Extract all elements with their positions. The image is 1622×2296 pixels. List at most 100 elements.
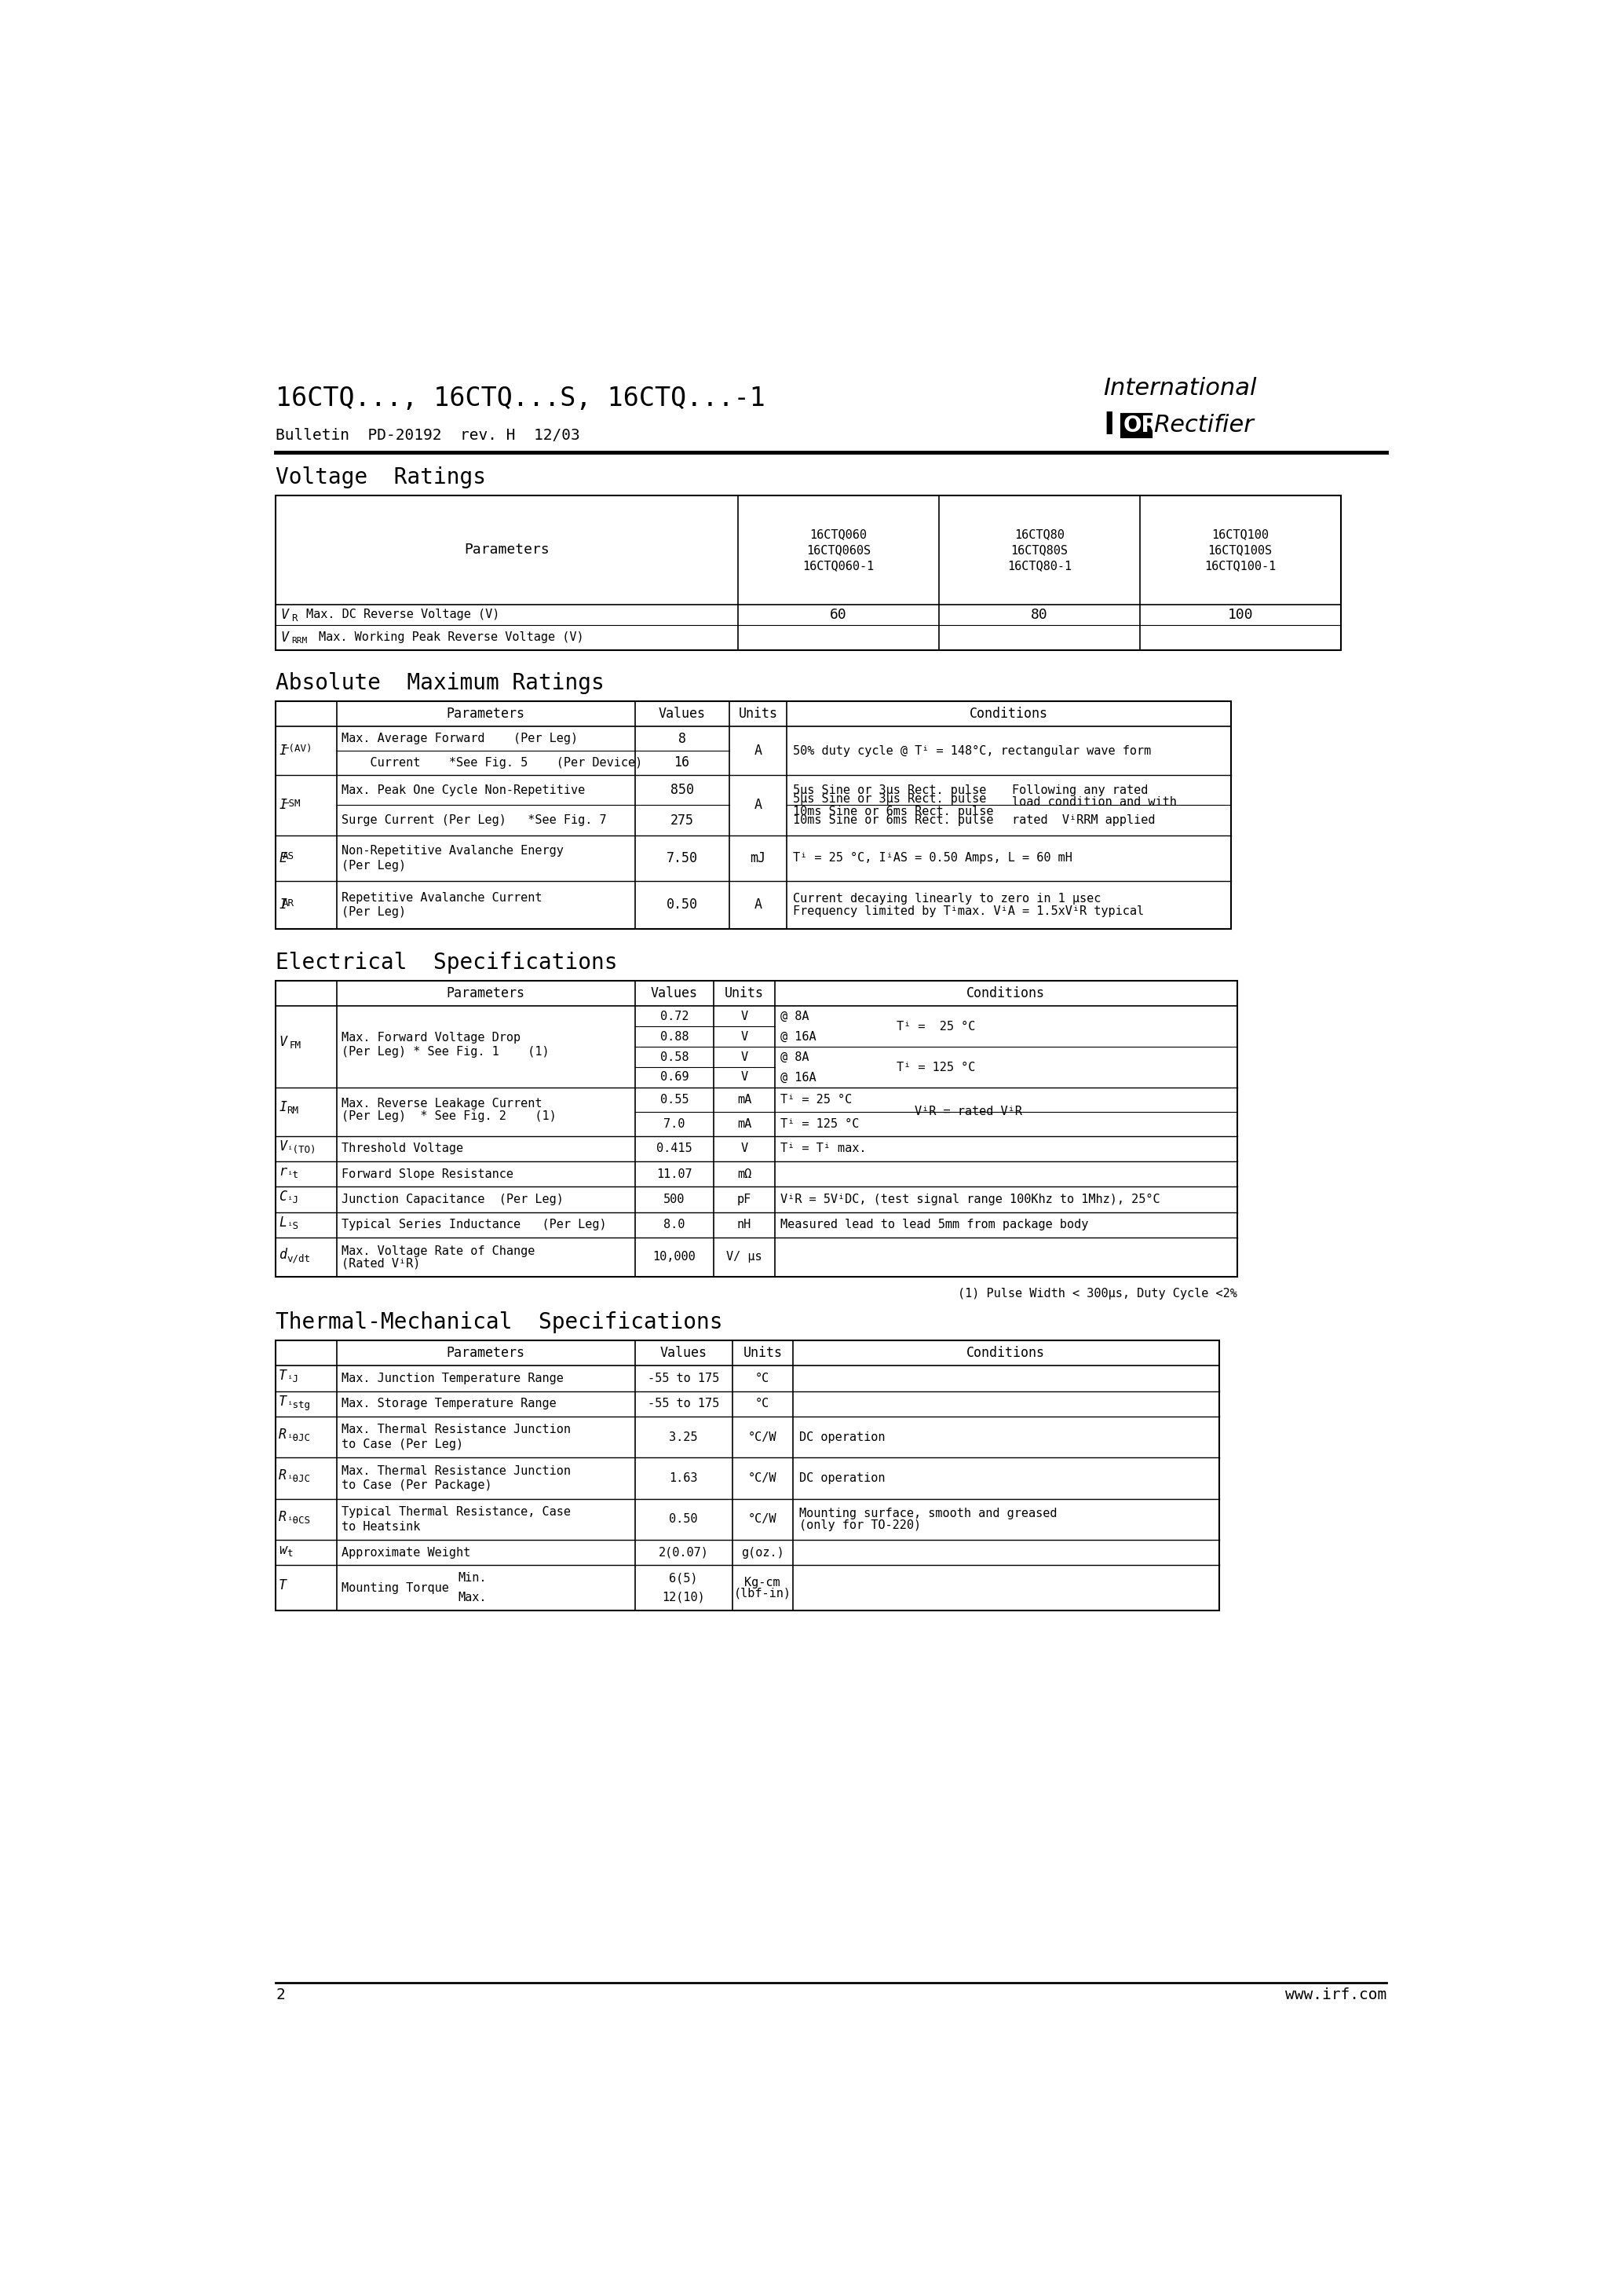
Text: Max. Forward Voltage Drop: Max. Forward Voltage Drop — [342, 1031, 521, 1045]
Text: mA: mA — [736, 1093, 751, 1104]
Bar — [276, 700, 1231, 930]
Text: 0.58: 0.58 — [660, 1052, 689, 1063]
Text: −SM: −SM — [282, 799, 300, 808]
Text: DC operation: DC operation — [800, 1430, 886, 1442]
Text: 6(5): 6(5) — [670, 1573, 697, 1584]
Text: 2: 2 — [276, 1988, 285, 2002]
Text: Parameters: Parameters — [446, 1345, 526, 1359]
Text: International: International — [1103, 377, 1257, 400]
Text: @ 8A: @ 8A — [780, 1010, 809, 1022]
Text: 850: 850 — [670, 783, 694, 797]
Text: Repetitive Avalanche Current: Repetitive Avalanche Current — [342, 891, 542, 905]
Text: Approximate Weight: Approximate Weight — [342, 1548, 470, 1559]
Text: Max. Peak One Cycle Non-Repetitive: Max. Peak One Cycle Non-Repetitive — [342, 785, 586, 797]
Text: Max. Thermal Resistance Junction: Max. Thermal Resistance Junction — [342, 1424, 571, 1435]
Text: Parameters: Parameters — [446, 707, 526, 721]
Text: Tⁱ = 25 °C, IⁱAS = 0.50 Amps, L = 60 mH: Tⁱ = 25 °C, IⁱAS = 0.50 Amps, L = 60 mH — [793, 852, 1072, 863]
Text: mJ: mJ — [749, 852, 766, 866]
Text: @ 16A: @ 16A — [780, 1031, 816, 1042]
Text: 10ms Sine or 6ms Rect. pulse: 10ms Sine or 6ms Rect. pulse — [793, 815, 994, 827]
Text: (lbf-in): (lbf-in) — [733, 1587, 792, 1600]
Text: Max. Storage Temperature Range: Max. Storage Temperature Range — [342, 1398, 556, 1410]
Text: OR: OR — [1124, 416, 1158, 436]
Bar — [276, 1341, 1218, 1609]
Text: Max.: Max. — [459, 1591, 487, 1603]
Text: 0.50: 0.50 — [667, 898, 697, 912]
Text: Electrical  Specifications: Electrical Specifications — [276, 951, 618, 974]
Text: @ 8A: @ 8A — [780, 1052, 809, 1063]
Text: V: V — [281, 629, 289, 645]
Text: Threshold Voltage: Threshold Voltage — [342, 1143, 464, 1155]
Text: A: A — [754, 799, 762, 813]
Text: Measured lead to lead 5mm from package body: Measured lead to lead 5mm from package b… — [780, 1219, 1088, 1231]
Text: 16CTQ100S: 16CTQ100S — [1208, 544, 1272, 556]
Text: d: d — [279, 1247, 287, 1263]
Text: I: I — [279, 898, 287, 912]
Text: -55 to 175: -55 to 175 — [647, 1373, 719, 1384]
Text: 3.25: 3.25 — [670, 1430, 697, 1442]
Text: Rectifier: Rectifier — [1153, 413, 1254, 436]
Text: (1) Pulse Width < 300μs, Duty Cycle <2%: (1) Pulse Width < 300μs, Duty Cycle <2% — [957, 1288, 1238, 1300]
Text: mΩ: mΩ — [736, 1169, 751, 1180]
Text: Following any rated: Following any rated — [1012, 785, 1148, 797]
Text: 0.69: 0.69 — [660, 1072, 689, 1084]
Text: 0.72: 0.72 — [660, 1010, 689, 1022]
Text: RM: RM — [287, 1104, 298, 1116]
Text: 16CTQ80: 16CTQ80 — [1014, 528, 1064, 540]
Text: 16CTQ060-1: 16CTQ060-1 — [803, 560, 874, 572]
Text: Min.: Min. — [459, 1573, 487, 1584]
Text: V: V — [741, 1072, 748, 1084]
Text: Tⁱ = 125 °C: Tⁱ = 125 °C — [897, 1061, 975, 1072]
Text: 2(0.07): 2(0.07) — [659, 1548, 709, 1559]
Text: V: V — [279, 1035, 287, 1049]
Text: 16CTQ80S: 16CTQ80S — [1011, 544, 1067, 556]
Text: T: T — [279, 1394, 287, 1407]
Text: R: R — [292, 613, 297, 625]
Text: I: I — [279, 1100, 287, 1114]
Text: (only for TO-220): (only for TO-220) — [800, 1520, 921, 1531]
Text: load condition and with: load condition and with — [1012, 797, 1176, 808]
Text: ⁱt: ⁱt — [287, 1171, 298, 1180]
Text: V: V — [741, 1052, 748, 1063]
Text: °C: °C — [756, 1398, 770, 1410]
Text: ⁱJ: ⁱJ — [287, 1375, 298, 1384]
Text: 80: 80 — [1032, 608, 1048, 622]
Text: Max. Average Forward    (Per Leg): Max. Average Forward (Per Leg) — [342, 732, 577, 744]
Text: Typical Thermal Resistance, Case: Typical Thermal Resistance, Case — [342, 1506, 571, 1518]
Text: to Case (Per Package): to Case (Per Package) — [342, 1479, 491, 1492]
Text: (Per Leg): (Per Leg) — [342, 907, 406, 918]
Text: Max. Junction Temperature Range: Max. Junction Temperature Range — [342, 1373, 563, 1384]
Text: -55 to 175: -55 to 175 — [647, 1398, 719, 1410]
Text: 11.07: 11.07 — [657, 1169, 693, 1180]
Text: Mounting Torque: Mounting Torque — [342, 1582, 449, 1593]
Text: Voltage  Ratings: Voltage Ratings — [276, 466, 487, 489]
Text: Values: Values — [660, 1345, 707, 1359]
Text: Surge Current (Per Leg)   *See Fig. 7: Surge Current (Per Leg) *See Fig. 7 — [342, 815, 607, 827]
Text: 275: 275 — [670, 813, 694, 827]
Text: 7.0: 7.0 — [663, 1118, 684, 1130]
Text: 50% duty cycle @ Tⁱ = 148°C, rectangular wave form: 50% duty cycle @ Tⁱ = 148°C, rectangular… — [793, 744, 1152, 758]
Text: AR: AR — [282, 898, 295, 909]
Bar — [276, 980, 1238, 1277]
Text: Absolute  Maximum Ratings: Absolute Maximum Ratings — [276, 673, 605, 693]
Text: FM: FM — [290, 1040, 302, 1052]
Text: 0.55: 0.55 — [660, 1093, 689, 1104]
Text: 10ms Sine or 6ms Rect. pulse: 10ms Sine or 6ms Rect. pulse — [793, 806, 994, 817]
Text: Max. Voltage Rate of Change: Max. Voltage Rate of Change — [342, 1244, 535, 1256]
Text: I: I — [279, 744, 287, 758]
Text: I: I — [1103, 411, 1114, 441]
Text: Values: Values — [659, 707, 706, 721]
Text: ⁱθJC: ⁱθJC — [287, 1474, 310, 1486]
Text: (Per Leg)  * See Fig. 2    (1): (Per Leg) * See Fig. 2 (1) — [342, 1111, 556, 1123]
Text: ⁱ(TO): ⁱ(TO) — [287, 1146, 316, 1155]
Text: www.irf.com: www.irf.com — [1285, 1988, 1387, 2002]
Text: V: V — [741, 1010, 748, 1022]
Text: 500: 500 — [663, 1194, 684, 1205]
Text: R: R — [279, 1428, 287, 1442]
Text: Non-Repetitive Avalanche Energy: Non-Repetitive Avalanche Energy — [342, 845, 563, 856]
Text: V/ μs: V/ μs — [727, 1251, 762, 1263]
Text: VⁱR = 5VⁱDC, (test signal range 100Khz to 1Mhz), 25°C: VⁱR = 5VⁱDC, (test signal range 100Khz t… — [780, 1194, 1160, 1205]
Text: A: A — [754, 744, 762, 758]
Text: Tⁱ =  25 °C: Tⁱ = 25 °C — [897, 1019, 975, 1033]
Text: 0.88: 0.88 — [660, 1031, 689, 1042]
